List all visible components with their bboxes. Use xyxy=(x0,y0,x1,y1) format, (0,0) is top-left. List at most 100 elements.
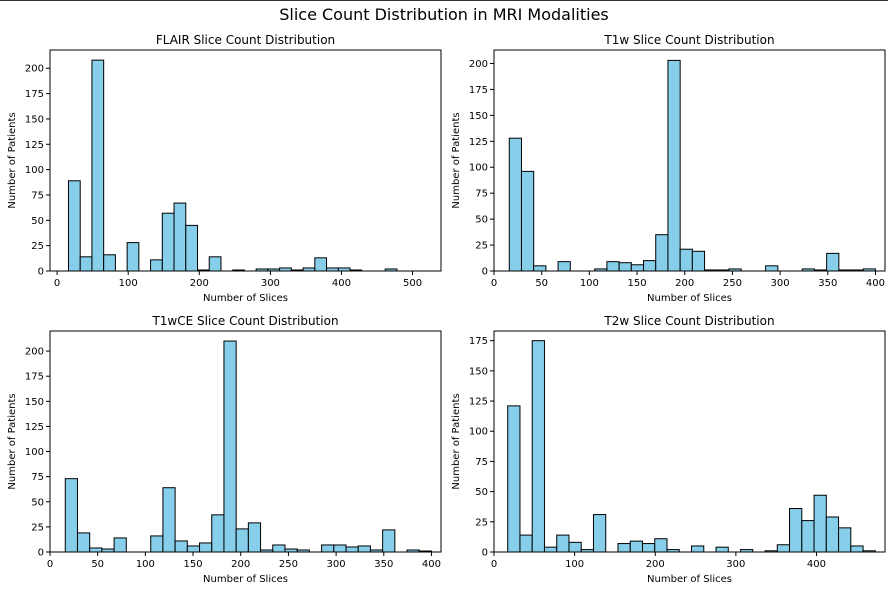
x-tick-label: 350 xyxy=(818,278,837,289)
histogram-bar xyxy=(520,170,535,272)
histogram-bar xyxy=(667,59,681,272)
y-tick-label: 100 xyxy=(469,163,488,174)
histogram-bar xyxy=(618,262,632,272)
y-tick-label: 75 xyxy=(31,472,44,483)
histogram-bar xyxy=(103,254,116,272)
y-tick-label: 50 xyxy=(31,216,44,227)
y-axis-label: Number of Patients xyxy=(7,393,18,489)
histogram-bar xyxy=(825,516,840,553)
histogram-bar xyxy=(508,137,522,272)
subplot-4: 0 100 200 300 400 0 25 50 75 100 125 150 175 T2w Slic… xyxy=(451,314,886,585)
y-tick-label: 125 xyxy=(469,397,488,408)
histogram-bar xyxy=(126,242,140,272)
x-tick-label: 400 xyxy=(332,278,351,289)
histogram-bar xyxy=(801,520,815,553)
histogram-bar xyxy=(557,261,571,272)
subplot-2: 0 50 100 150 200 250 300 350 400 0 25 50 75 100 125 150… xyxy=(451,33,886,304)
histogram-bar xyxy=(150,535,164,553)
y-axis-label: Number of Patients xyxy=(451,112,462,208)
y-tick-label: 75 xyxy=(475,189,488,200)
subplot-1: 0 100 200 300 400 500 0 25 50 75 100 125 150 175 200 FL… xyxy=(7,33,442,304)
x-tick-label: 250 xyxy=(279,559,298,570)
y-tick-label: 175 xyxy=(469,336,488,347)
histogram-bar xyxy=(185,224,199,272)
x-axis-label: Number of Slices xyxy=(647,574,732,585)
histogram-bar xyxy=(556,534,570,553)
histogram-bar xyxy=(247,522,262,553)
x-tick-label: 100 xyxy=(580,278,599,289)
histogram-bar xyxy=(235,528,249,553)
subplot-title: T2w Slice Count Distribution xyxy=(603,314,774,328)
histogram-bar xyxy=(655,234,669,272)
y-tick-label: 25 xyxy=(31,241,44,252)
y-tick-label: 25 xyxy=(31,522,44,533)
x-tick-label: 350 xyxy=(374,559,393,570)
histogram-bar xyxy=(79,256,93,272)
histogram-bar xyxy=(89,547,103,553)
x-tick-label: 50 xyxy=(535,278,548,289)
histogram-bar xyxy=(199,542,213,553)
y-tick-label: 150 xyxy=(469,111,488,122)
histogram-bar xyxy=(345,546,359,553)
top-border xyxy=(0,0,888,1)
y-tick-label: 150 xyxy=(469,366,488,377)
histogram-bar xyxy=(76,532,91,553)
x-tick-label: 400 xyxy=(422,559,441,570)
histogram-bar xyxy=(765,265,779,272)
y-tick-label: 125 xyxy=(25,140,44,151)
x-tick-label: 100 xyxy=(119,278,138,289)
y-axis-label: Number of Patients xyxy=(7,112,18,208)
histogram-bar xyxy=(789,508,803,553)
histogram-bar xyxy=(533,265,547,272)
y-tick-label: 200 xyxy=(25,347,44,358)
histogram-bar xyxy=(543,546,558,553)
y-tick-label: 125 xyxy=(469,137,488,148)
y-tick-label: 100 xyxy=(469,427,488,438)
histogram-bar xyxy=(186,545,201,553)
y-tick-label: 125 xyxy=(25,422,44,433)
histogram-bar xyxy=(223,340,237,553)
x-tick-label: 300 xyxy=(327,559,346,570)
histogram-bar xyxy=(568,541,582,553)
histogram-bar xyxy=(162,487,176,553)
histogram-bar xyxy=(838,527,852,553)
histogram-bar xyxy=(850,545,864,553)
x-tick-label: 400 xyxy=(807,559,826,570)
x-tick-label: 200 xyxy=(190,278,209,289)
histogram-bar xyxy=(643,260,657,272)
histogram-bar xyxy=(606,261,620,272)
histogram-bar xyxy=(174,540,188,553)
histogram-bar xyxy=(654,538,668,553)
y-tick-label: 25 xyxy=(475,241,488,252)
x-tick-label: 0 xyxy=(491,559,497,570)
histogram-bar xyxy=(679,248,693,272)
histogram-bar xyxy=(314,257,328,272)
x-tick-label: 0 xyxy=(47,559,53,570)
y-tick-label: 50 xyxy=(31,497,44,508)
subplot-title: T1wCE Slice Count Distribution xyxy=(151,314,338,328)
histogram-bar xyxy=(507,405,521,553)
y-tick-label: 200 xyxy=(469,59,488,70)
histogram-bar xyxy=(630,264,645,272)
histogram-bar xyxy=(64,478,78,553)
histogram-bar xyxy=(91,59,105,272)
x-tick-label: 100 xyxy=(136,559,155,570)
axes-frame xyxy=(493,330,886,553)
x-tick-label: 300 xyxy=(726,559,745,570)
histogram-bar xyxy=(211,514,225,553)
subplot-3: 0 50 100 150 200 250 300 350 400 0 25 50 75 100 125 150… xyxy=(7,314,442,585)
histogram-bar xyxy=(776,544,791,553)
subplot-title: T1w Slice Count Distribution xyxy=(603,33,774,47)
histogram-bar xyxy=(715,546,729,553)
histogram-bar xyxy=(691,545,705,553)
subplot-title: FLAIR Slice Count Distribution xyxy=(156,33,335,47)
x-tick-label: 200 xyxy=(646,559,665,570)
x-tick-label: 100 xyxy=(565,559,584,570)
y-tick-label: 150 xyxy=(25,114,44,125)
y-tick-label: 175 xyxy=(25,89,44,100)
histogram-bar xyxy=(208,256,222,272)
histogram-bar xyxy=(113,537,127,553)
x-tick-label: 0 xyxy=(54,278,60,289)
y-tick-label: 75 xyxy=(31,190,44,201)
